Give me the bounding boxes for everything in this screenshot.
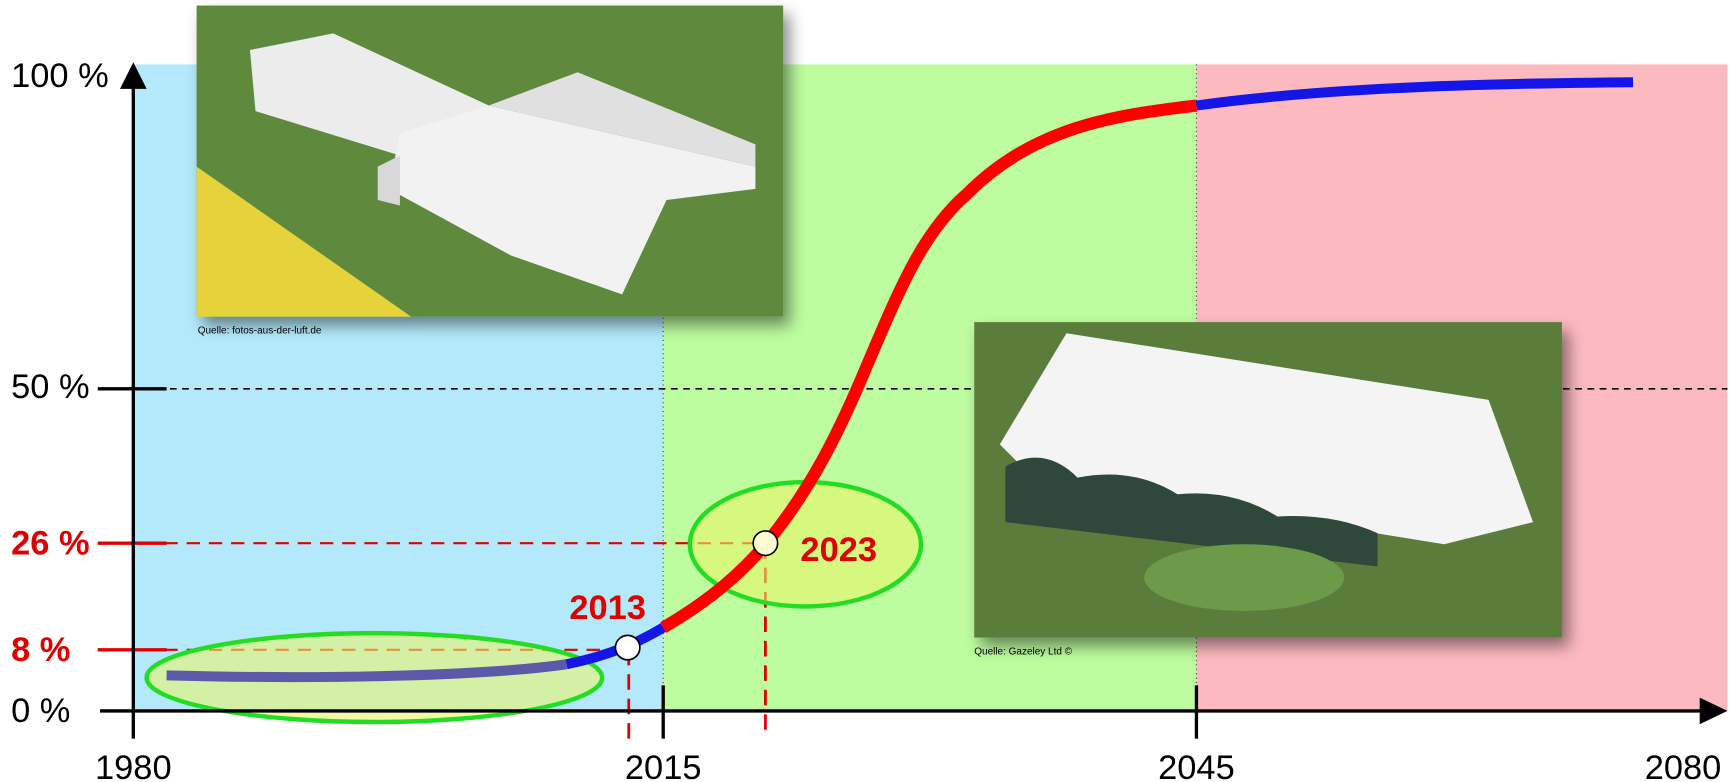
callout: 2013 [569,589,646,627]
y-label: 26 % [11,524,89,562]
photo [974,322,1562,638]
photo [196,5,784,317]
curve-red [660,99,1198,633]
y-arrow [119,62,147,89]
x-label: 1980 [95,749,172,782]
callout: 2023 [800,531,877,569]
curve-blue [1195,77,1634,111]
x-label: 2015 [625,749,702,782]
photo-caption: Quelle: fotos-aus-der-luft.de [198,326,322,337]
y-label: 100 % [11,57,109,95]
x-arrow [1699,697,1728,725]
x-label: 2045 [1158,749,1235,782]
y-label: 50 % [11,368,89,406]
point-2023 [752,530,779,557]
point-2013 [614,634,641,661]
y-label: 0 % [11,692,70,730]
curve-early [166,659,568,683]
y-label: 8 % [11,631,70,669]
photo-caption: Quelle: Gazeley Ltd © [974,647,1072,658]
x-label: 2080 [1645,749,1722,782]
